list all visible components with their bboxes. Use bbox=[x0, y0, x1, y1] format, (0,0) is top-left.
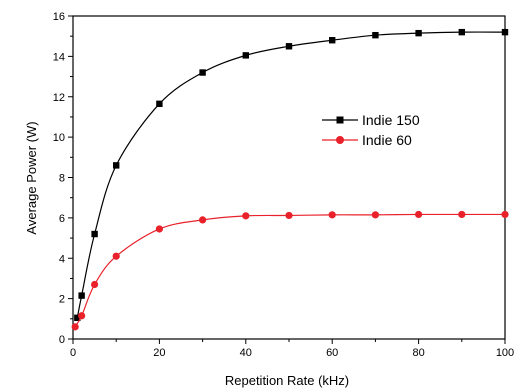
data-point bbox=[91, 280, 99, 289]
legend-label: Indie 60 bbox=[362, 132, 412, 148]
y-tick-label: 8 bbox=[59, 173, 65, 185]
y-tick-label: 12 bbox=[53, 92, 65, 104]
legend-label: Indie 150 bbox=[362, 112, 420, 128]
data-point bbox=[285, 43, 293, 50]
data-point bbox=[71, 323, 79, 331]
legend-item: Indie 60 bbox=[322, 132, 412, 148]
data-point bbox=[415, 210, 423, 219]
data-point bbox=[501, 28, 509, 36]
data-point bbox=[112, 252, 120, 260]
ticks: 0 20 40 60 80 100 0 2 4 6 8 10 12 14 16 bbox=[53, 11, 514, 359]
data-point bbox=[328, 211, 336, 219]
x-axis-title: Repetition Rate (kHz) bbox=[225, 373, 349, 388]
y-tick-label: 4 bbox=[59, 253, 65, 265]
series-indie-60 bbox=[71, 210, 509, 331]
data-point bbox=[78, 312, 86, 320]
data-point bbox=[74, 314, 81, 322]
data-point bbox=[242, 52, 249, 59]
series-indie-150 bbox=[74, 28, 509, 322]
data-point bbox=[285, 211, 293, 220]
y-tick-label: 10 bbox=[53, 132, 65, 144]
x-tick-label: 20 bbox=[153, 347, 165, 359]
data-point bbox=[91, 230, 98, 238]
x-tick-label: 0 bbox=[70, 347, 76, 359]
series-line bbox=[74, 213, 505, 328]
y-tick-label: 2 bbox=[59, 294, 65, 306]
data-point bbox=[199, 216, 207, 224]
legend: Indie 150 Indie 60 bbox=[322, 112, 420, 148]
data-point bbox=[199, 69, 206, 76]
legend-marker bbox=[336, 136, 344, 144]
series-line bbox=[76, 31, 506, 318]
data-point bbox=[78, 292, 85, 299]
data-point bbox=[113, 162, 120, 169]
data-point bbox=[371, 211, 379, 219]
data-point bbox=[458, 210, 466, 219]
data-point bbox=[501, 210, 509, 219]
series bbox=[71, 28, 509, 331]
data-point bbox=[372, 31, 379, 39]
data-point bbox=[156, 100, 163, 108]
y-axis-title: Average Power (W) bbox=[24, 121, 39, 234]
y-tick-label: 0 bbox=[59, 334, 65, 346]
axes bbox=[72, 15, 506, 340]
plot-frame bbox=[72, 15, 506, 340]
x-tick-label: 80 bbox=[412, 347, 424, 359]
data-point bbox=[155, 225, 163, 233]
data-point bbox=[329, 37, 336, 44]
y-tick-label: 16 bbox=[53, 11, 65, 23]
y-tick-label: 14 bbox=[53, 51, 65, 63]
x-tick-label: 60 bbox=[326, 347, 338, 359]
data-point bbox=[415, 29, 422, 37]
legend-item: Indie 150 bbox=[322, 112, 420, 128]
x-tick-label: 40 bbox=[240, 347, 252, 359]
x-tick-label: 100 bbox=[496, 347, 514, 359]
y-tick-label: 6 bbox=[59, 213, 65, 225]
data-point bbox=[458, 28, 465, 36]
data-point bbox=[242, 212, 250, 220]
legend-marker bbox=[336, 116, 344, 124]
